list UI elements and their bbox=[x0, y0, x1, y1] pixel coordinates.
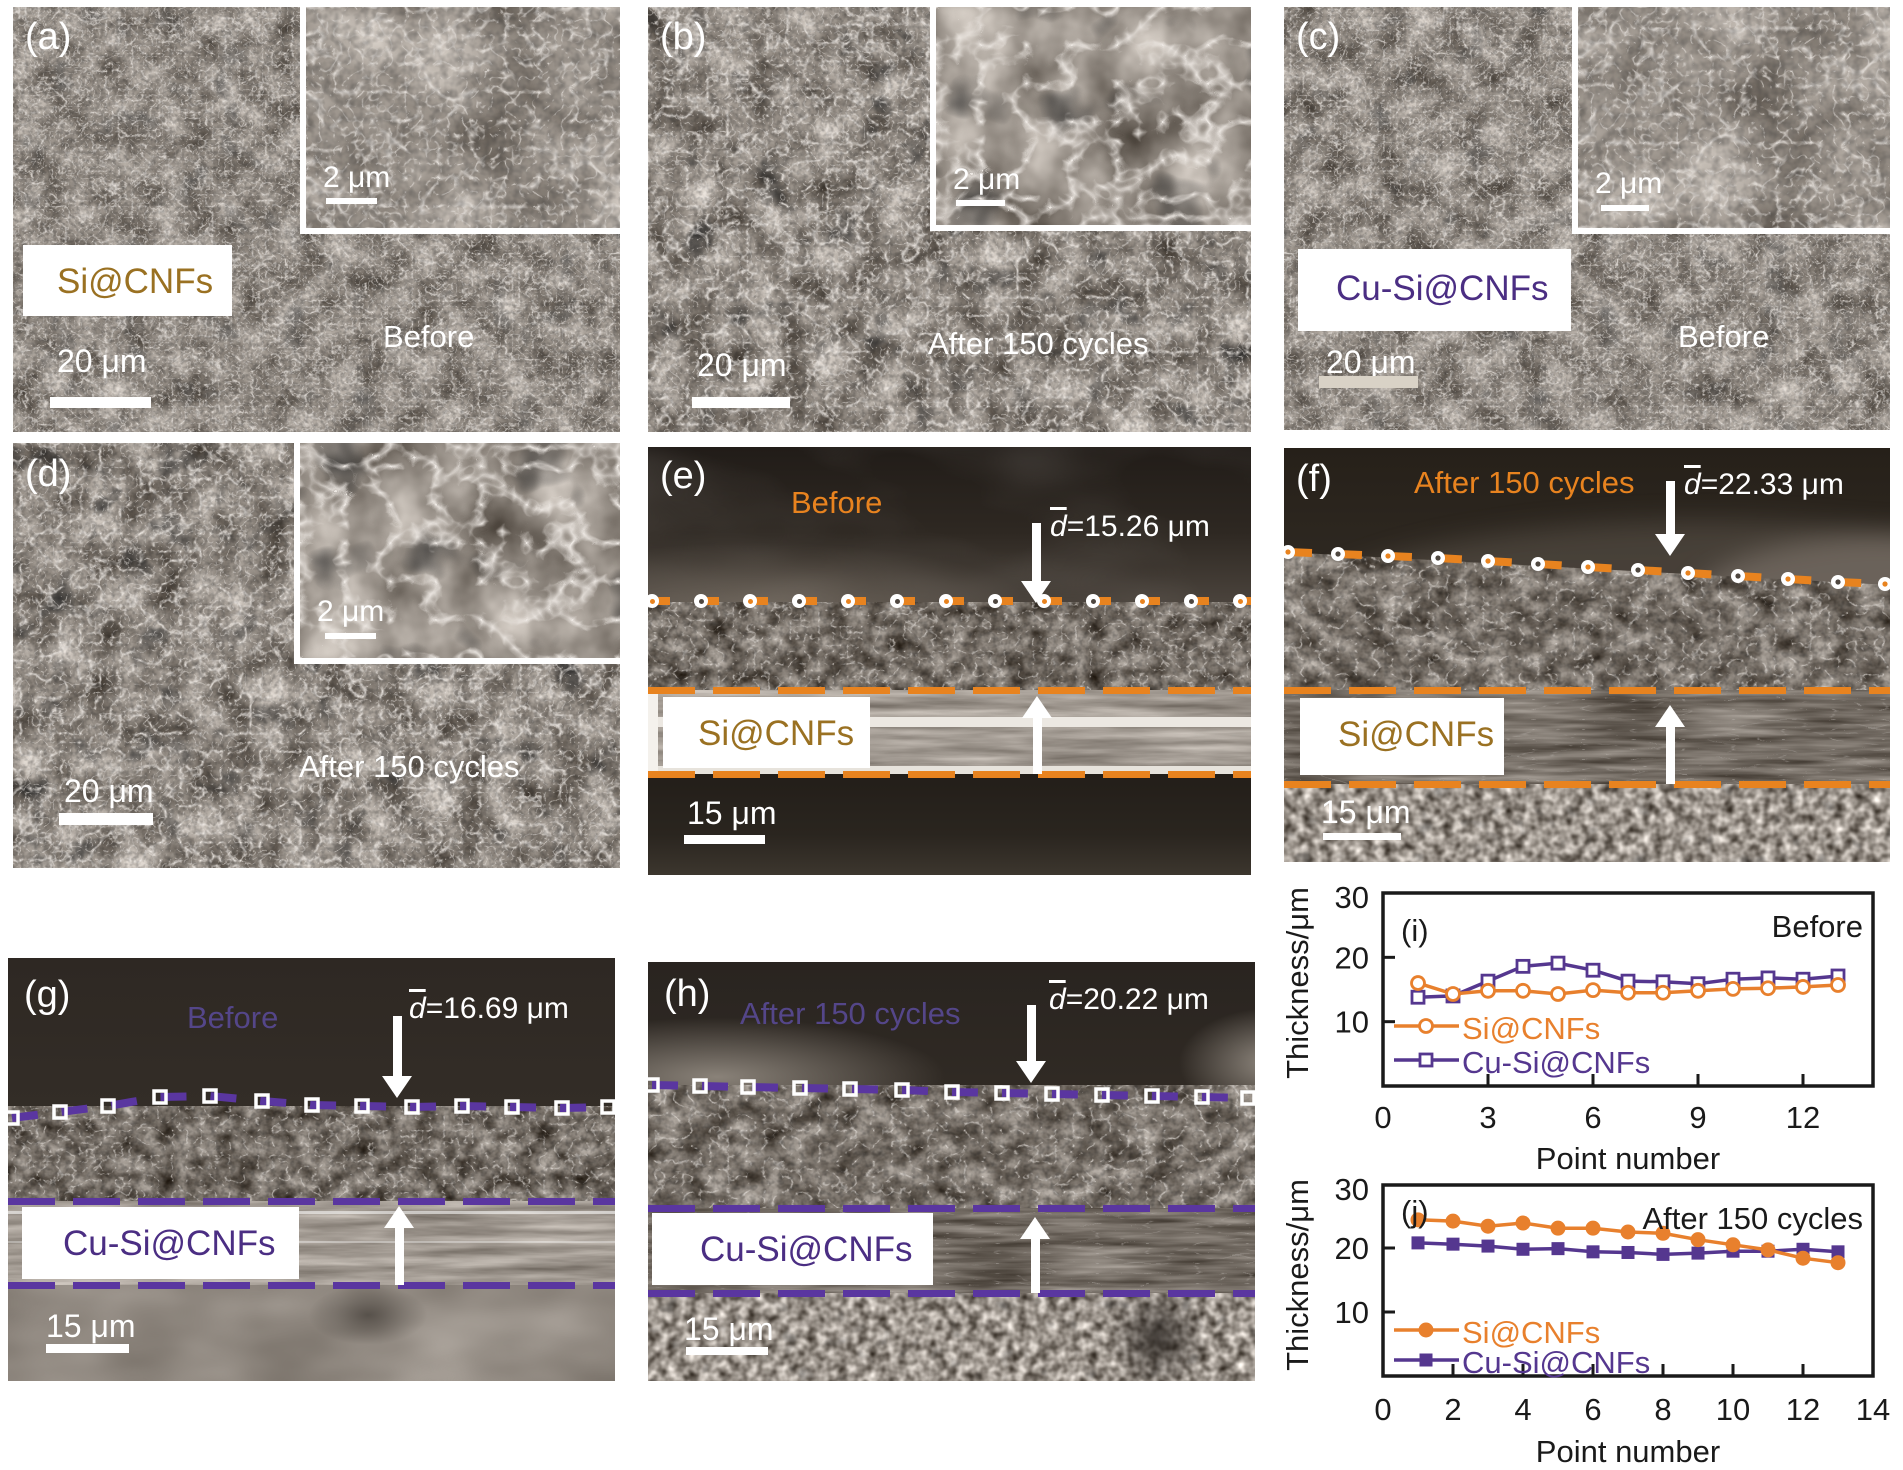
svg-text:Before: Before bbox=[1772, 909, 1863, 944]
svg-text:Si@CNFs: Si@CNFs bbox=[1462, 1315, 1600, 1350]
svg-text:3: 3 bbox=[1479, 1100, 1496, 1135]
svg-text:12: 12 bbox=[1786, 1392, 1820, 1427]
svg-text:6: 6 bbox=[1584, 1392, 1601, 1427]
svg-text:6: 6 bbox=[1584, 1100, 1601, 1135]
svg-text:10: 10 bbox=[1335, 1005, 1369, 1040]
svg-text:30: 30 bbox=[1335, 1172, 1369, 1207]
svg-text:30: 30 bbox=[1335, 880, 1369, 915]
svg-text:9: 9 bbox=[1689, 1100, 1706, 1135]
svg-text:Cu-Si@CNFs: Cu-Si@CNFs bbox=[1462, 1045, 1650, 1080]
svg-text:20: 20 bbox=[1335, 1231, 1369, 1266]
svg-text:12: 12 bbox=[1786, 1100, 1820, 1135]
svg-text:Thickness/μm: Thickness/μm bbox=[1280, 887, 1315, 1079]
svg-text:Cu-Si@CNFs: Cu-Si@CNFs bbox=[1462, 1345, 1650, 1380]
svg-text:0: 0 bbox=[1374, 1100, 1391, 1135]
svg-text:2: 2 bbox=[1444, 1392, 1461, 1427]
svg-text:Point number: Point number bbox=[1536, 1141, 1720, 1176]
svg-text:10: 10 bbox=[1716, 1392, 1750, 1427]
svg-text:After 150 cycles: After 150 cycles bbox=[1642, 1201, 1863, 1236]
svg-text:4: 4 bbox=[1514, 1392, 1531, 1427]
svg-text:0: 0 bbox=[1374, 1392, 1391, 1427]
svg-text:Thickness/μm: Thickness/μm bbox=[1280, 1179, 1315, 1371]
svg-text:20: 20 bbox=[1335, 940, 1369, 975]
svg-text:(i): (i) bbox=[1401, 913, 1429, 948]
svg-text:8: 8 bbox=[1654, 1392, 1671, 1427]
svg-text:Si@CNFs: Si@CNFs bbox=[1462, 1011, 1600, 1046]
svg-text:(j): (j) bbox=[1401, 1194, 1429, 1229]
svg-text:Point number: Point number bbox=[1536, 1434, 1720, 1469]
svg-text:14: 14 bbox=[1856, 1392, 1890, 1427]
svg-text:10: 10 bbox=[1335, 1295, 1369, 1330]
